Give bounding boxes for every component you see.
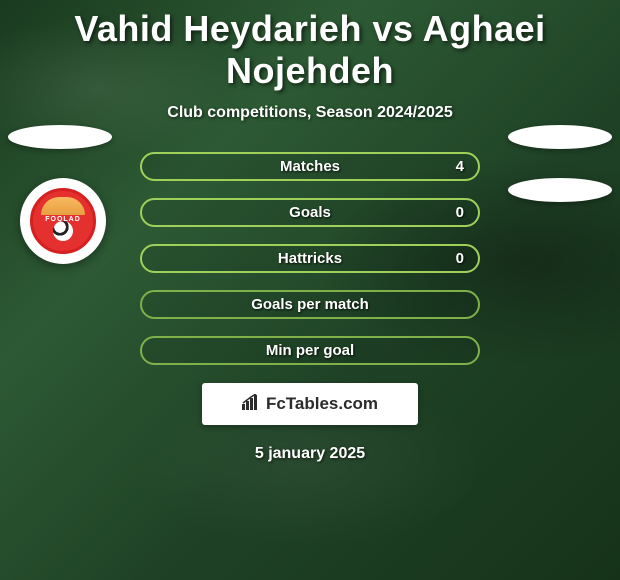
page-title: Vahid Heydarieh vs Aghaei Nojehdeh <box>0 8 620 92</box>
stat-value: 0 <box>456 250 464 267</box>
stat-row: Min per goal <box>140 336 480 365</box>
player-left-ellipse-1 <box>8 125 112 149</box>
stat-label: Min per goal <box>266 342 354 359</box>
stat-label: Goals <box>289 204 331 221</box>
stat-row: Matches 4 <box>140 152 480 181</box>
stat-row: Goals 0 <box>140 198 480 227</box>
brand-text-value: FcTables.com <box>266 394 378 414</box>
stat-value: 4 <box>456 158 464 175</box>
brand-label: FcTables.com <box>242 394 378 415</box>
stat-value: 0 <box>456 204 464 221</box>
stat-row: Goals per match <box>140 290 480 319</box>
stats-area: Matches 4 Goals 0 Hattricks 0 Goals per match M… <box>0 152 620 365</box>
date-line: 5 january 2025 <box>255 445 365 463</box>
stat-label: Hattricks <box>278 250 342 267</box>
stat-label: Goals per match <box>251 296 369 313</box>
player-right-ellipse-1 <box>508 125 612 149</box>
stat-row: Hattricks 0 <box>140 244 480 273</box>
content-wrap: Vahid Heydarieh vs Aghaei Nojehdeh Club … <box>0 0 620 580</box>
stats-rows: Matches 4 Goals 0 Hattricks 0 Goals per match M… <box>140 152 480 365</box>
stat-label: Matches <box>280 158 340 175</box>
subtitle: Club competitions, Season 2024/2025 <box>167 104 452 122</box>
bars-chart-icon <box>242 394 262 415</box>
brand-box[interactable]: FcTables.com <box>202 383 418 425</box>
